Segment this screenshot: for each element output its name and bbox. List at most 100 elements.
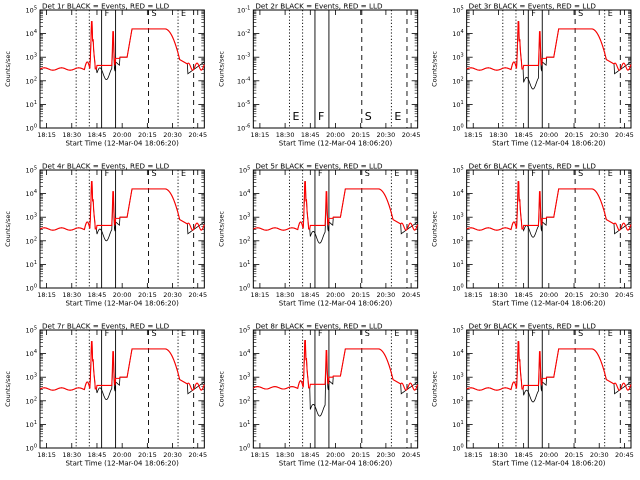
x-tick-label: 18:15 xyxy=(464,131,483,139)
x-tick-label: 20:15 xyxy=(138,291,157,299)
event-marker-label: E xyxy=(394,169,399,178)
y-axis-label: Counts/sec xyxy=(4,51,12,87)
chart-title: Det 9r BLACK = Events, RED = LLD xyxy=(469,322,597,331)
x-tick-label: 18:30 xyxy=(276,131,295,139)
y-tick-label: 104 xyxy=(452,189,463,198)
x-tick-label: 20:30 xyxy=(590,131,609,139)
chart-panel-4: 100 101 102 103 104 105 18:15 18:30 18:45 20:00 20… xyxy=(4,162,207,308)
x-tick-label: 20:30 xyxy=(590,451,609,459)
y-tick-label: 104 xyxy=(26,349,37,358)
plot-frame xyxy=(252,9,419,129)
y-tick-label: 100 xyxy=(452,284,463,293)
chart-title: Det 8r BLACK = Events, RED = LLD xyxy=(255,322,383,331)
y-tick-label: 105 xyxy=(239,326,250,335)
lld-series-line xyxy=(253,339,419,391)
x-tick-label: 18:15 xyxy=(464,451,483,459)
y-tick-label: 104 xyxy=(26,189,37,198)
x-tick-label: 18:15 xyxy=(37,291,56,299)
x-axis-label: Start Time (12-Mar-04 18:06:20) xyxy=(492,300,606,308)
y-tick-label: 102 xyxy=(452,396,463,405)
y-axis-label: Counts/sec xyxy=(217,51,225,87)
y-axis-label: Counts/sec xyxy=(217,211,225,247)
x-tick-label: 20:30 xyxy=(590,291,609,299)
lld-series-line xyxy=(466,21,632,71)
event-marker-label: E xyxy=(394,110,401,123)
chart-panel-8: 100 101 102 103 104 105 18:15 18:30 18:45 20:00 20… xyxy=(217,322,420,468)
y-axis-label: Counts/sec xyxy=(4,371,12,407)
event-marker-label: F xyxy=(105,9,110,18)
event-marker-label: S xyxy=(578,329,583,338)
x-tick-label: 20:45 xyxy=(615,291,634,299)
event-marker-label: F xyxy=(318,110,324,123)
x-tick-label: 18:30 xyxy=(489,131,508,139)
chart-title: Det 6r BLACK = Events, RED = LLD xyxy=(469,162,597,171)
chart-panel-9: 100 101 102 103 104 105 18:15 18:30 18:45 20:00 20… xyxy=(431,322,634,468)
x-tick-label: 20:00 xyxy=(113,291,132,299)
x-tick-label: 20:00 xyxy=(326,131,345,139)
y-tick-label: 102 xyxy=(239,236,250,245)
event-marker-label: S xyxy=(578,9,583,18)
y-tick-label: 102 xyxy=(26,396,37,405)
x-tick-label: 20:15 xyxy=(565,291,584,299)
x-tick-label: 18:30 xyxy=(62,131,81,139)
y-tick-label: 10-2 xyxy=(237,29,250,38)
chart-title: Det 4r BLACK = Events, RED = LLD xyxy=(42,162,170,171)
x-axis-label: Start Time (12-Mar-04 18:06:20) xyxy=(279,140,393,148)
x-tick-label: 20:15 xyxy=(565,131,584,139)
y-tick-label: 105 xyxy=(26,6,37,15)
x-tick-label: 20:30 xyxy=(377,131,396,139)
events-series-line xyxy=(39,21,205,81)
x-tick-label: 18:30 xyxy=(489,451,508,459)
y-axis-label: Counts/sec xyxy=(217,371,225,407)
x-tick-label: 20:15 xyxy=(351,291,370,299)
x-tick-label: 18:45 xyxy=(514,131,533,139)
x-tick-label: 20:45 xyxy=(402,131,421,139)
x-axis-label: Start Time (12-Mar-04 18:06:20) xyxy=(65,140,179,148)
chart-panel-7: 100 101 102 103 104 105 18:15 18:30 18:45 20:00 20… xyxy=(4,322,207,468)
x-tick-label: 18:15 xyxy=(251,451,270,459)
chart-title: Det 2r BLACK = Events, RED = LLD xyxy=(255,2,383,11)
event-marker-label: E xyxy=(181,169,186,178)
y-tick-label: 102 xyxy=(452,76,463,85)
x-tick-label: 20:00 xyxy=(113,451,132,459)
x-tick-label: 18:45 xyxy=(301,451,320,459)
x-tick-label: 20:45 xyxy=(615,131,634,139)
y-tick-label: 104 xyxy=(26,29,37,38)
event-marker-label: F xyxy=(531,9,536,18)
x-tick-label: 18:45 xyxy=(301,131,320,139)
events-series-line xyxy=(39,341,205,401)
y-tick-label: 10-5 xyxy=(237,100,250,109)
x-tick-label: 20:15 xyxy=(138,451,157,459)
x-axis-label: Start Time (12-Mar-04 18:06:20) xyxy=(492,460,606,468)
y-tick-label: 102 xyxy=(26,236,37,245)
chart-panel-5: 100 101 102 103 104 105 18:15 18:30 18:45 20:00 20… xyxy=(217,162,420,308)
lld-series-line xyxy=(39,21,205,71)
y-axis-label: Counts/sec xyxy=(431,51,439,87)
x-tick-label: 20:45 xyxy=(615,451,634,459)
event-marker-label: E xyxy=(608,329,613,338)
event-marker-label: S xyxy=(365,110,372,123)
lld-series-line xyxy=(466,341,632,391)
x-tick-label: 18:15 xyxy=(251,131,270,139)
chart-title: Det 7r BLACK = Events, RED = LLD xyxy=(42,322,170,331)
event-marker-label: E xyxy=(181,329,186,338)
lld-series-line xyxy=(253,181,419,231)
event-marker-label: S xyxy=(365,329,370,338)
event-marker-label: F xyxy=(318,169,323,178)
y-tick-label: 103 xyxy=(239,213,250,222)
y-tick-label: 103 xyxy=(239,373,250,382)
y-tick-label: 103 xyxy=(452,373,463,382)
y-tick-label: 100 xyxy=(26,124,37,133)
x-tick-label: 20:30 xyxy=(377,291,396,299)
x-axis-label: Start Time (12-Mar-04 18:06:20) xyxy=(279,300,393,308)
x-tick-label: 18:15 xyxy=(464,291,483,299)
x-tick-label: 20:45 xyxy=(402,291,421,299)
y-tick-label: 101 xyxy=(452,260,463,269)
chart-panel-1: 100 101 102 103 104 105 18:15 18:30 18:45 20:00 20… xyxy=(4,2,207,148)
event-marker-label: S xyxy=(578,169,583,178)
y-tick-label: 101 xyxy=(26,420,37,429)
chart-title: Det 1r BLACK = Events, RED = LLD xyxy=(42,2,170,11)
x-tick-label: 18:15 xyxy=(37,451,56,459)
x-tick-label: 18:15 xyxy=(37,131,56,139)
